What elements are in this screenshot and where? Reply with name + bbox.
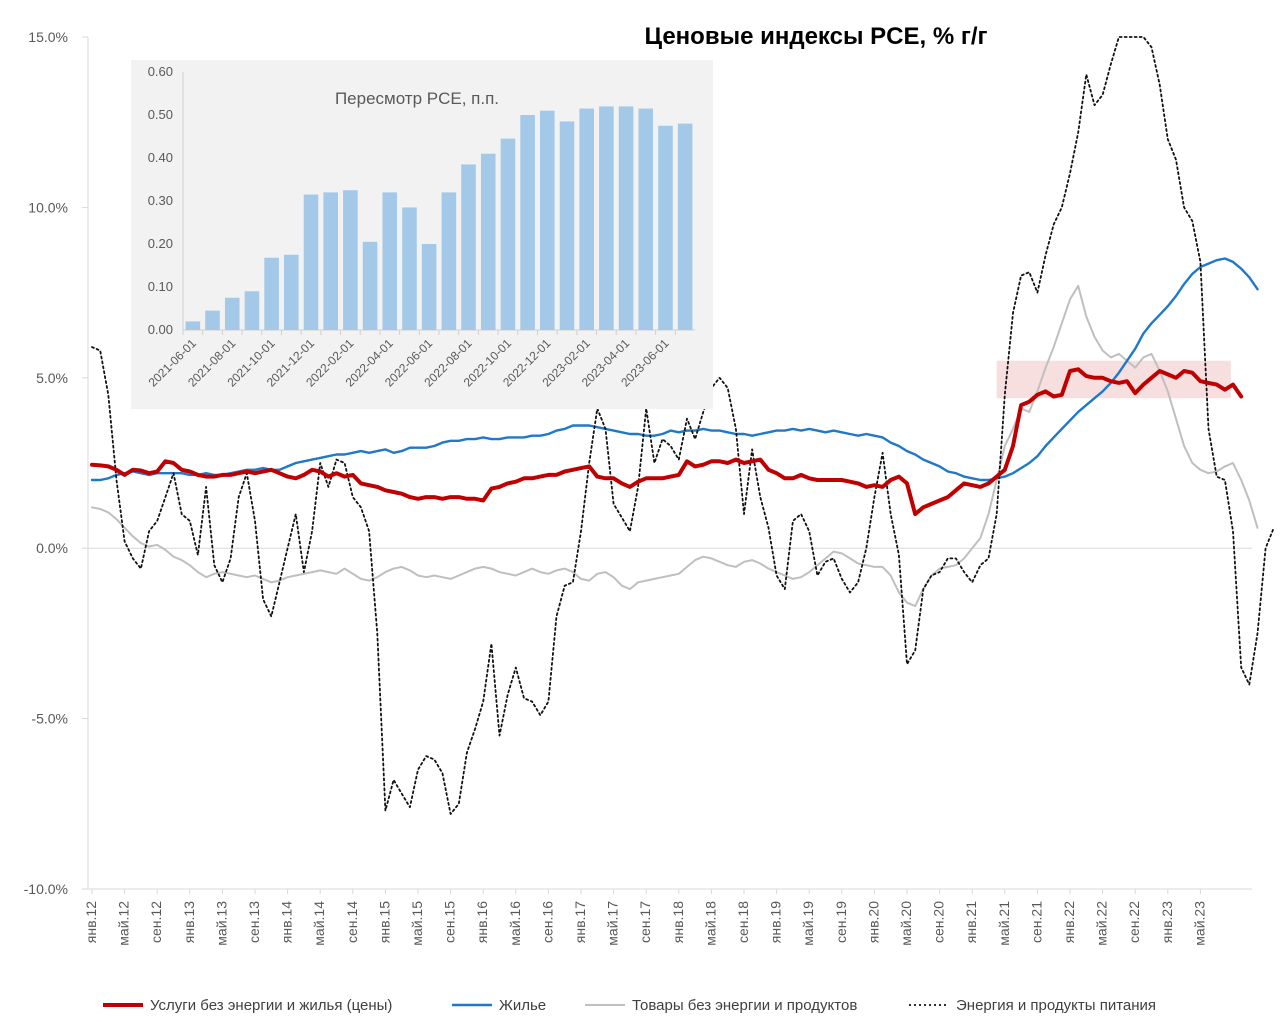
- inset-bar: [284, 254, 299, 330]
- inset-bar: [421, 244, 437, 330]
- inset-title: Пересмотр PCE, п.п.: [335, 89, 499, 108]
- legend-label-3: Энергия и продукты питания: [956, 997, 1156, 1014]
- x-tick-label: май.19: [800, 901, 816, 946]
- x-tick-label: янв.22: [1061, 901, 1077, 943]
- x-tick-label: сен.13: [246, 901, 262, 943]
- x-tick-label: май.20: [898, 901, 914, 946]
- x-tick-label: янв.16: [474, 901, 490, 943]
- inset-bar: [540, 110, 555, 330]
- inset-bar: [638, 108, 654, 330]
- legend-label-2: Товары без энергии и продуктов: [632, 997, 857, 1014]
- x-tick-label: май.21: [996, 901, 1012, 946]
- x-tick-label: янв.17: [572, 901, 588, 943]
- inset-bar: [520, 115, 535, 330]
- x-tick-label: май.23: [1191, 901, 1207, 946]
- inset-bar: [343, 190, 358, 330]
- x-tick-label: янв.19: [768, 901, 784, 943]
- inset-bar: [599, 106, 614, 331]
- x-tick-label: сен.21: [1028, 901, 1044, 943]
- inset-bar: [658, 125, 673, 330]
- inset-bar: [244, 291, 260, 330]
- inset-background: [131, 60, 713, 409]
- x-tick-label: сен.18: [735, 901, 751, 943]
- x-tick-label: сен.12: [148, 901, 164, 943]
- x-tick-label: сен.20: [931, 901, 947, 943]
- inset-bar: [677, 123, 693, 330]
- x-tick-label: янв.13: [181, 901, 197, 943]
- inset-y-tick-label: 0.20: [148, 236, 173, 251]
- inset-bar: [382, 192, 398, 330]
- inset-bar: [500, 138, 516, 330]
- series-line-0: [90, 367, 1244, 517]
- main-axes: 15.0% 10.0% 5.0% 0.0% -5.0% -10.0% янв.12 май.1…: [24, 29, 1252, 946]
- x-tick-label: май.17: [605, 901, 621, 946]
- x-tick-label: май.13: [213, 901, 229, 946]
- x-tick-label: май.14: [311, 901, 327, 946]
- inset-bar: [303, 194, 319, 330]
- series-line-2: [91, 284, 1259, 608]
- x-tick-label: сен.16: [539, 901, 555, 943]
- inset-bar: [205, 310, 220, 330]
- inset-y-tick-label: 0.00: [148, 322, 173, 337]
- inset-bar: [441, 192, 457, 330]
- x-tick-label: сен.22: [1126, 901, 1142, 943]
- inset-bar: [185, 321, 201, 330]
- legend-label-1: Жилье: [499, 997, 546, 1014]
- inset-y-tick-label: 0.60: [148, 64, 173, 79]
- inset-y-tick-label: 0.50: [148, 107, 173, 122]
- inset-bar: [461, 164, 476, 330]
- inset-bar: [559, 121, 575, 330]
- inset-bar: [480, 153, 496, 330]
- inset-bar: [579, 108, 594, 330]
- legend-label-0: Услуги без энергии и жилья (цены): [150, 997, 392, 1014]
- x-tick-label: янв.12: [83, 901, 99, 943]
- x-tick-label: май.16: [507, 901, 523, 946]
- inset-y-tick-label: 0.30: [148, 193, 173, 208]
- y-tick-label: 15.0%: [28, 29, 68, 45]
- inset-bar: [264, 257, 279, 330]
- inset-bar: [362, 241, 378, 330]
- y-tick-label: -5.0%: [31, 711, 68, 727]
- legend: Услуги без энергии и жилья (цены) Жилье То…: [103, 997, 1156, 1014]
- x-tick-label: сен.14: [344, 901, 360, 943]
- series-line-3: [91, 36, 1275, 815]
- inset-bar: [224, 297, 240, 330]
- x-tick-label: сен.17: [637, 901, 653, 943]
- x-tick-label: янв.14: [279, 901, 295, 943]
- inset-chart: 0.600.500.400.300.200.100.002021-06-0120…: [131, 60, 713, 409]
- main-series-group: [90, 36, 1275, 815]
- x-tick-label: янв.21: [963, 901, 979, 943]
- inset-bar: [402, 207, 417, 330]
- inset-y-tick-label: 0.10: [148, 279, 173, 294]
- inset-y-tick-label: 0.40: [148, 150, 173, 165]
- x-tick-label: янв.20: [865, 901, 881, 943]
- inset-bar: [618, 106, 634, 331]
- chart-title: Ценовые индексы PCE, % г/г: [645, 23, 988, 50]
- y-tick-label: 5.0%: [36, 370, 68, 386]
- x-tick-label: май.22: [1094, 901, 1110, 946]
- y-tick-label: -10.0%: [24, 881, 68, 897]
- inset-bar: [323, 192, 338, 330]
- x-tick-label: янв.18: [670, 901, 686, 943]
- y-tick-label: 10.0%: [28, 199, 68, 215]
- x-tick-label: янв.15: [376, 901, 392, 943]
- x-tick-label: сен.15: [442, 901, 458, 943]
- x-tick-label: янв.23: [1159, 901, 1175, 943]
- x-tick-label: май.18: [702, 901, 718, 946]
- x-tick-label: сен.19: [833, 901, 849, 943]
- y-tick-label: 0.0%: [36, 540, 68, 556]
- x-tick-label: май.15: [409, 901, 425, 946]
- series-line-1: [90, 257, 1259, 482]
- x-tick-label: май.12: [116, 901, 132, 946]
